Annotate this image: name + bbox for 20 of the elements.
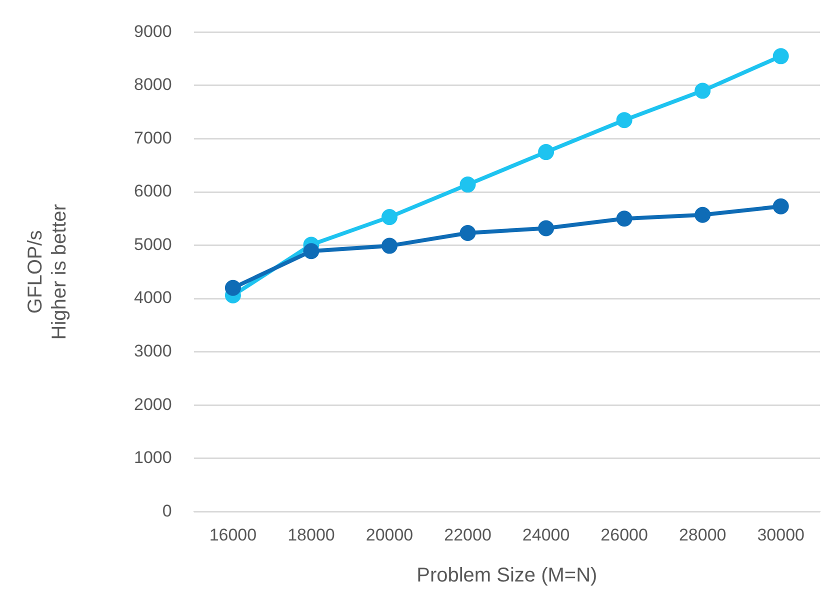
y-axis-title: GFLOP/s Higher is better <box>24 204 71 340</box>
y-tick-label: 8000 <box>134 75 172 94</box>
y-tick-label: 0 <box>162 501 172 520</box>
y-tick-label: 7000 <box>134 128 172 148</box>
y-tick-label: 4000 <box>134 288 172 308</box>
x-tick-label: 30000 <box>757 525 805 544</box>
y-tick-label: 3000 <box>134 341 172 360</box>
x-tick-label: 22000 <box>444 525 492 544</box>
y-tick-label: 1000 <box>134 448 172 468</box>
x-tick-label: 28000 <box>678 525 726 544</box>
y-tick-label: 9000 <box>134 22 172 41</box>
y-tick-label: 6000 <box>134 182 172 201</box>
x-tick-label: 16000 <box>209 525 257 544</box>
x-tick-label: 20000 <box>366 525 414 544</box>
x-tick-label: 26000 <box>600 525 648 544</box>
x-tick-label: 18000 <box>288 525 335 544</box>
y-tick-label: 5000 <box>134 234 172 254</box>
y-tick-label: 2000 <box>134 394 172 414</box>
x-axis-title: Problem Size (M=N) <box>416 564 598 587</box>
x-tick-label: 24000 <box>522 525 570 544</box>
